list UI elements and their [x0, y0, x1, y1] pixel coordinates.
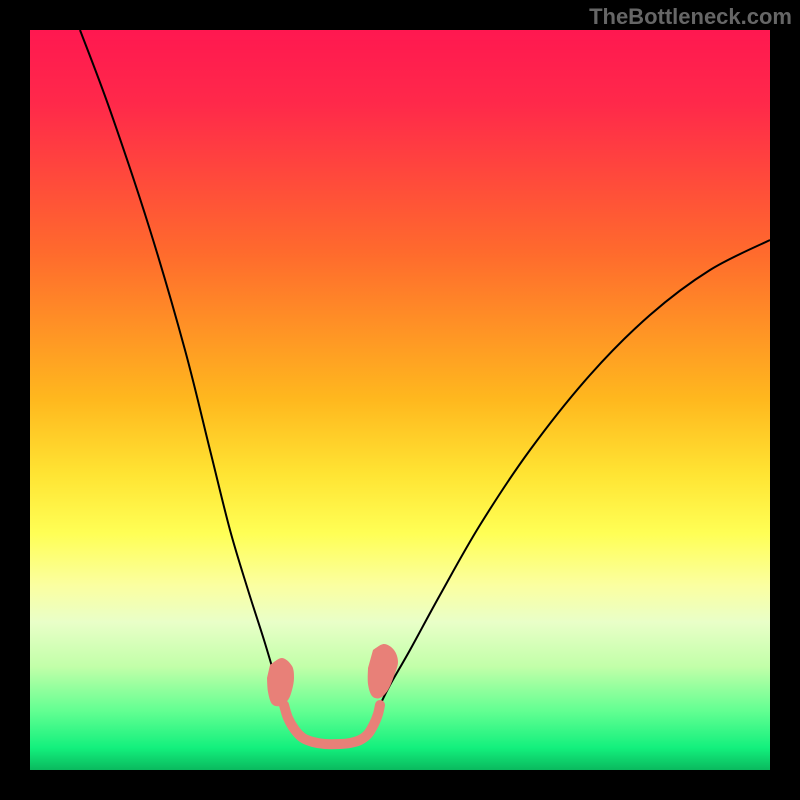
watermark-text: TheBottleneck.com — [589, 4, 792, 30]
chart-root: TheBottleneck.com — [0, 0, 800, 800]
plot-svg — [30, 30, 770, 770]
gradient-background — [30, 30, 770, 770]
plot-area — [30, 30, 770, 770]
